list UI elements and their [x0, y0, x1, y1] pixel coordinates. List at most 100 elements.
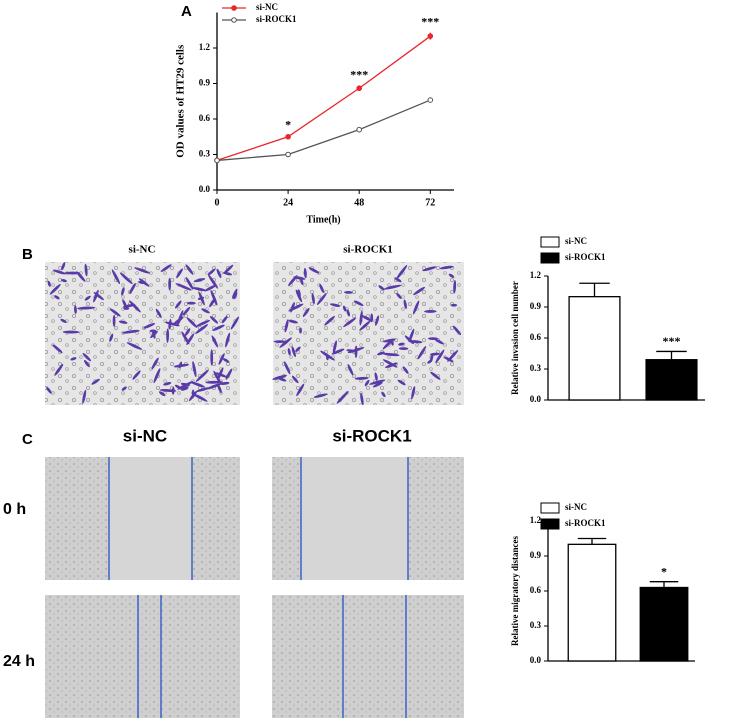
stained-cell	[159, 388, 177, 392]
stained-cell	[52, 344, 63, 354]
stained-cell	[331, 348, 345, 355]
stained-cell	[390, 339, 394, 346]
stained-cell	[181, 331, 190, 345]
stained-cell	[354, 376, 369, 380]
y-tick-label: 1.2	[530, 270, 542, 280]
stained-cell	[132, 370, 141, 380]
stained-cell	[299, 327, 302, 334]
stained-cell	[82, 389, 87, 404]
y-tick-label: 0.3	[530, 363, 542, 373]
stained-cell	[196, 387, 210, 392]
y-tick-label: 0.0	[530, 394, 542, 404]
stained-cell	[398, 342, 405, 346]
wound-images	[45, 457, 464, 718]
stained-cell	[128, 300, 141, 313]
legend-marker	[231, 17, 237, 23]
stained-cell	[193, 278, 206, 283]
stained-cell	[439, 265, 454, 270]
stained-cell	[394, 277, 402, 283]
column-label: si-ROCK1	[332, 426, 411, 445]
stained-cell	[364, 379, 370, 387]
stained-cell	[64, 271, 81, 275]
stained-cell	[396, 292, 402, 299]
stained-cell	[150, 330, 158, 339]
stained-cell	[197, 296, 205, 300]
stained-cell	[174, 384, 183, 390]
stained-cell	[201, 308, 210, 314]
annotation: ***	[421, 14, 439, 28]
stained-cell	[383, 284, 402, 290]
annotation: *	[661, 564, 667, 578]
stained-cell	[377, 351, 385, 356]
micrograph	[272, 595, 464, 718]
image-label: si-ROCK1	[343, 244, 393, 256]
legend-swatch	[540, 252, 560, 264]
image-label: si-NC	[129, 244, 156, 256]
legend-label: si-NC	[256, 2, 278, 12]
x-tick-label: 24	[283, 197, 293, 208]
stained-cell	[118, 320, 128, 324]
stained-cell	[77, 306, 96, 310]
stained-cell	[126, 342, 143, 350]
stained-cell	[288, 275, 298, 287]
point	[356, 126, 363, 133]
stained-cell	[342, 305, 347, 312]
stained-cell	[49, 283, 61, 295]
y-axis-label: Relative invasion cell number	[510, 281, 520, 395]
stained-cell	[396, 265, 408, 280]
stained-cell	[411, 386, 416, 400]
stained-cell	[176, 268, 183, 279]
micrograph	[45, 262, 240, 405]
stained-cell	[320, 350, 336, 361]
point	[285, 133, 291, 140]
stained-cell	[84, 263, 88, 277]
stained-cell	[217, 383, 222, 394]
stained-cell	[346, 309, 351, 317]
stained-cell	[225, 368, 233, 380]
stained-cell	[160, 264, 172, 272]
stained-cell	[434, 338, 444, 345]
stained-cell	[195, 324, 209, 334]
stained-cell	[427, 337, 439, 340]
stained-cell	[316, 293, 327, 306]
stained-cell	[190, 381, 206, 388]
stained-cell	[344, 290, 353, 294]
y-tick-label: 1.2	[530, 515, 542, 525]
stained-cell	[311, 293, 315, 305]
y-tick-label: 1.2	[199, 42, 211, 52]
stained-cell	[191, 287, 207, 292]
stained-cell	[185, 264, 194, 275]
y-axis-label: OD values of HT29 cells	[175, 44, 187, 158]
bar	[639, 586, 689, 662]
stained-cell	[336, 391, 349, 404]
y-tick-label: 0.9	[199, 78, 211, 88]
stained-cell	[413, 286, 426, 296]
micrograph	[45, 595, 240, 718]
series-line	[216, 99, 431, 162]
stained-cell	[452, 325, 462, 336]
stained-cell	[210, 349, 214, 366]
stained-cell	[62, 330, 80, 334]
stained-cell	[295, 289, 303, 303]
stained-cell	[206, 382, 223, 390]
stained-cell	[284, 319, 289, 333]
stained-cell	[112, 314, 116, 327]
stained-cell	[163, 382, 172, 386]
panel-label: A	[181, 3, 192, 20]
stained-cell	[54, 295, 60, 300]
stained-cell	[303, 267, 307, 279]
stained-cell	[374, 372, 378, 381]
annotation: ***	[350, 68, 368, 82]
stained-cell	[195, 369, 209, 382]
legend-label: si-ROCK1	[565, 518, 606, 528]
stained-cell	[329, 303, 341, 307]
stained-cell	[361, 315, 373, 322]
stained-cell	[408, 328, 415, 343]
legend-swatch	[540, 502, 560, 514]
stained-cell	[109, 308, 121, 317]
bar	[567, 543, 617, 662]
stained-cell	[188, 390, 198, 402]
annotation: *	[285, 117, 291, 131]
stained-cell	[164, 321, 180, 327]
bar	[568, 296, 621, 401]
